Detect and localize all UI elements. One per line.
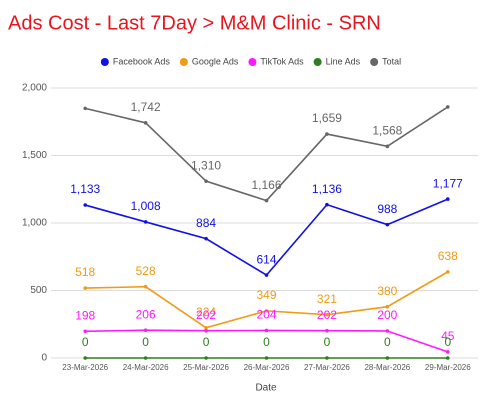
data-point bbox=[264, 356, 269, 360]
data-label: 1,568 bbox=[372, 123, 402, 137]
data-point bbox=[445, 350, 450, 354]
data-point bbox=[83, 356, 88, 360]
data-label: 0 bbox=[82, 335, 89, 349]
data-label: 1,177 bbox=[433, 176, 463, 190]
data-label: 1,166 bbox=[251, 178, 281, 192]
x-tick-label: 27-Mar-2026 bbox=[304, 363, 350, 372]
data-point bbox=[264, 273, 269, 277]
data-label: 349 bbox=[256, 288, 276, 302]
legend-label: Google Ads bbox=[192, 56, 239, 66]
data-point bbox=[385, 329, 390, 333]
data-point bbox=[325, 356, 329, 360]
data-point bbox=[83, 286, 88, 290]
data-point bbox=[143, 328, 148, 332]
data-label: 614 bbox=[256, 252, 276, 266]
data-point bbox=[204, 356, 208, 360]
x-tick-label: 25-Mar-2026 bbox=[183, 363, 229, 372]
legend-label: Line Ads bbox=[326, 56, 361, 66]
data-point bbox=[83, 106, 88, 111]
data-label: 0 bbox=[203, 335, 210, 349]
x-tick-label: 29-Mar-2026 bbox=[425, 363, 471, 372]
data-label: 1,659 bbox=[312, 111, 342, 125]
data-point bbox=[325, 132, 329, 136]
legend-marker bbox=[179, 58, 188, 66]
data-label: 528 bbox=[136, 264, 156, 278]
x-tick-label: 23-Mar-2026 bbox=[62, 363, 108, 372]
data-label: 224 bbox=[196, 305, 216, 319]
data-point bbox=[385, 144, 390, 149]
data-point bbox=[264, 309, 269, 313]
data-point bbox=[143, 356, 148, 360]
data-point bbox=[385, 222, 390, 227]
data-point bbox=[264, 198, 269, 203]
data-point bbox=[204, 325, 208, 330]
data-label: 0 bbox=[263, 335, 270, 349]
data-label: 202 bbox=[196, 308, 216, 322]
x-tick-label: 26-Mar-2026 bbox=[244, 363, 290, 372]
data-point bbox=[385, 356, 390, 360]
data-label: 198 bbox=[75, 308, 95, 322]
legend-label: Total bbox=[382, 56, 401, 66]
data-label: 206 bbox=[136, 307, 156, 321]
x-tick-label: 28-Mar-2026 bbox=[364, 363, 410, 372]
legend-label: TikTok Ads bbox=[260, 56, 304, 66]
data-label: 202 bbox=[317, 308, 337, 322]
data-point bbox=[83, 203, 88, 207]
data-point bbox=[445, 356, 450, 360]
data-point bbox=[143, 220, 148, 224]
data-point bbox=[143, 284, 148, 289]
data-label: 0 bbox=[444, 335, 451, 349]
data-point bbox=[445, 197, 450, 201]
data-point bbox=[325, 202, 329, 207]
x-axis-label: Date bbox=[255, 383, 277, 394]
data-label: 1,136 bbox=[312, 182, 342, 196]
data-point bbox=[204, 236, 208, 241]
data-label: 638 bbox=[438, 249, 458, 263]
data-point bbox=[143, 121, 148, 125]
chart-title: Ads Cost - Last 7Day > M&M Clinic - SRN bbox=[8, 12, 381, 34]
data-label: 0 bbox=[324, 335, 331, 349]
y-tick-label: 500 bbox=[30, 285, 47, 296]
data-point bbox=[204, 179, 208, 183]
data-label: 518 bbox=[75, 265, 95, 279]
data-point bbox=[445, 105, 450, 109]
data-label: 1,008 bbox=[131, 199, 161, 213]
data-label: 1,133 bbox=[70, 182, 100, 196]
data-point bbox=[83, 329, 88, 334]
legend-marker bbox=[313, 58, 322, 66]
legend-label: Facebook Ads bbox=[113, 56, 171, 66]
data-label: 45 bbox=[441, 329, 455, 343]
data-point bbox=[385, 304, 390, 309]
data-label: 321 bbox=[317, 292, 337, 306]
data-point bbox=[264, 328, 269, 333]
y-tick-label: 0 bbox=[41, 353, 47, 364]
y-tick-label: 2,000 bbox=[22, 83, 47, 94]
x-tick-label: 24-Mar-2026 bbox=[123, 363, 169, 372]
data-label: 884 bbox=[196, 216, 216, 230]
y-tick-label: 1,000 bbox=[22, 218, 47, 229]
data-label: 988 bbox=[377, 202, 397, 216]
legend-marker bbox=[248, 58, 257, 66]
data-point bbox=[445, 270, 450, 274]
data-point bbox=[204, 328, 208, 333]
y-tick-label: 1,500 bbox=[22, 150, 47, 161]
data-label: 204 bbox=[256, 308, 276, 322]
legend-marker bbox=[370, 58, 379, 66]
data-label: 1,742 bbox=[131, 100, 161, 114]
data-label: 1,310 bbox=[191, 158, 221, 172]
data-label: 380 bbox=[377, 284, 397, 298]
legend-marker bbox=[100, 58, 109, 66]
data-label: 200 bbox=[377, 308, 397, 322]
data-label: 0 bbox=[142, 335, 149, 349]
data-label: 0 bbox=[384, 335, 391, 349]
data-point bbox=[325, 328, 329, 333]
data-point bbox=[325, 312, 329, 317]
